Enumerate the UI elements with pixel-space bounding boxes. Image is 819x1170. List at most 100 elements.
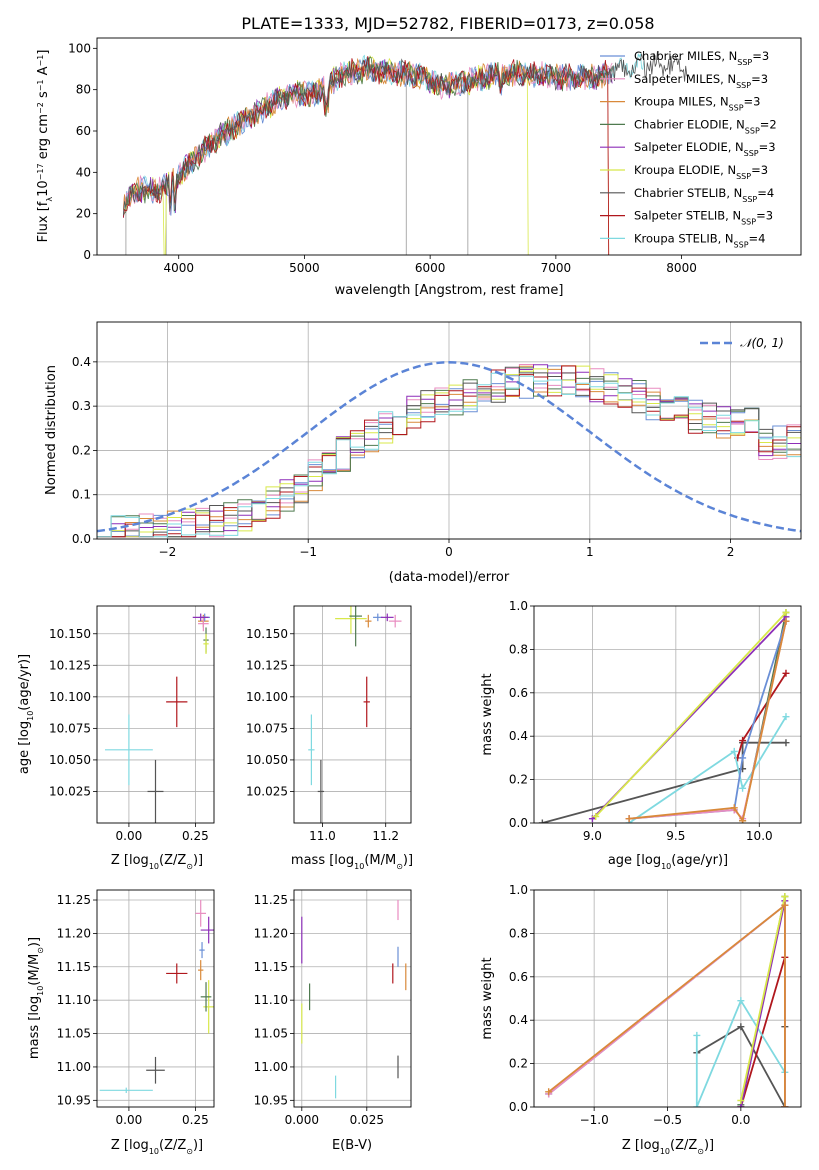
x-axis-label: Z [log10(Z/Z⊙)] <box>111 1138 203 1156</box>
weight-marker-kroupa-stelib <box>737 997 745 1005</box>
y-tick-label: 10.95 <box>254 1093 288 1107</box>
weight-marker-chabrier-stelib <box>782 739 790 747</box>
x-tick-label: 0.25 <box>182 829 209 843</box>
y-axis-label: age [log10(age/yr)] <box>17 654 35 774</box>
legend-label-salpeter-miles: Salpeter MILES, NSSP=3 <box>634 72 768 90</box>
legend-label-chabrier-miles: Chabrier MILES, NSSP=3 <box>634 49 769 67</box>
y-tick-label: 0.1 <box>72 488 91 502</box>
y-tick-label: 10.050 <box>49 753 91 767</box>
y-tick-label: 20 <box>76 207 91 221</box>
y-tick-label: 0.2 <box>509 1057 528 1071</box>
legend-label-kroupa-miles: Kroupa MILES, NSSP=3 <box>634 95 760 113</box>
x-axis-label: E(B-V) <box>332 1138 372 1153</box>
y-tick-label: 0.0 <box>72 532 91 546</box>
y-tick-label: 10.075 <box>246 721 288 735</box>
x-tick-label: 9.5 <box>666 829 685 843</box>
weight-vs-metallicity-panel: −1.0 −0.5 0.0 0.0 0.2 0.4 0.6 0.8 1.0 Z [log10(Z/… <box>480 883 802 1156</box>
weight-line-salpeter-stelib <box>740 957 786 1107</box>
x-tick-label: 0.000 <box>285 1113 319 1127</box>
weight-marker-salpeter-stelib <box>782 669 790 677</box>
x-axis-label: age [log10(age/yr)] <box>608 853 728 871</box>
y-tick-label: 0.0 <box>509 1100 528 1114</box>
x-tick-label: 7000 <box>541 261 572 275</box>
y-tick-label: 1.0 <box>509 883 528 897</box>
x-tick-label: 6000 <box>415 261 446 275</box>
x-tick-label: 11.0 <box>309 829 336 843</box>
axes-frame <box>293 889 412 1108</box>
legend-label-kroupa-stelib: Kroupa STELIB, NSSP=4 <box>634 231 765 249</box>
y-axis-label: mass [log10(M/M⊙)] <box>27 937 45 1059</box>
y-tick-label: 80 <box>76 83 91 97</box>
y-tick-label: 0.0 <box>509 816 528 830</box>
weight-line-kroupa-miles <box>629 621 787 823</box>
x-axis-label: Z [log10(Z/Z⊙)] <box>111 853 203 871</box>
y-tick-label: 60 <box>76 124 91 138</box>
y-axis-label: mass weight <box>480 957 495 1039</box>
weight-marker-kroupa-miles <box>625 815 633 823</box>
plot-area <box>97 361 801 538</box>
y-tick-label: 11.05 <box>57 1027 91 1041</box>
spectrum-line-chabrier-stelib <box>123 51 688 216</box>
weight-marker-salpeter-elodie <box>737 1103 745 1107</box>
y-axis-label: Normed distribution <box>44 365 59 495</box>
x-tick-label: 0.025 <box>350 1113 384 1127</box>
weight-line-chabrier-miles <box>629 620 787 820</box>
histogram-step-salpeter-stelib <box>97 365 801 538</box>
y-tick-label: 11.15 <box>57 960 91 974</box>
weight-line-salpeter-stelib <box>736 672 787 759</box>
y-tick-label: 11.10 <box>254 993 288 1007</box>
y-tick-label: 0.3 <box>72 399 91 413</box>
spectrum-line-chabrier-elodie <box>123 56 613 216</box>
spectrum-panel: 4000 5000 6000 7000 8000 0 20 40 60 80 100 Chabrier… <box>36 37 802 298</box>
axes-frame <box>533 605 802 824</box>
y-tick-label: 10.125 <box>49 658 91 672</box>
plot-area <box>99 900 214 1093</box>
plot-area <box>123 51 688 255</box>
mass-vs-metallicity-panel: 0.00 0.25 10.95 11.00 11.05 11.10 11.15 11.20 11… <box>27 889 215 1156</box>
y-tick-label: 11.20 <box>254 926 288 940</box>
y-tick-label: 0.2 <box>509 773 528 787</box>
histogram-step-kroupa-elodie <box>97 365 801 538</box>
y-tick-label: 0.6 <box>509 970 528 984</box>
weight-line-kroupa-stelib <box>628 716 787 823</box>
legend-label-gaussian: 𝒩(0, 1) <box>740 336 784 350</box>
x-axis-label: mass [log10(M/M⊙)] <box>291 853 413 871</box>
y-tick-label: 10.025 <box>49 784 91 798</box>
y-tick-label: 0.8 <box>509 926 528 940</box>
axes-frame <box>96 605 215 824</box>
y-tick-label: 10.95 <box>57 1093 91 1107</box>
x-tick-label: −2 <box>159 545 177 559</box>
weight-line-chabrier-stelib <box>542 741 786 823</box>
plot-area <box>104 613 211 823</box>
x-tick-label: 4000 <box>163 261 194 275</box>
legend-label-salpeter-stelib: Salpeter STELIB, NSSP=3 <box>634 209 773 227</box>
x-tick-label: 0.0 <box>731 1113 750 1127</box>
weight-line-kroupa-stelib <box>695 998 786 1107</box>
weight-marker-kroupa-stelib <box>693 1103 701 1107</box>
y-tick-label: 11.25 <box>254 893 288 907</box>
weight-marker-kroupa-stelib <box>730 747 738 755</box>
x-tick-label: −1 <box>299 545 317 559</box>
weight-marker-kroupa-stelib <box>782 713 790 721</box>
weight-line-salpeter-miles <box>629 621 787 821</box>
x-tick-label: 10.0 <box>746 829 773 843</box>
x-tick-label: 0.00 <box>116 829 143 843</box>
weight-marker-kroupa-elodie <box>737 1096 745 1104</box>
y-tick-label: 11.25 <box>57 893 91 907</box>
plot-area <box>538 609 790 823</box>
weight-marker-chabrier-miles <box>739 754 747 762</box>
weight-marker-chabrier-stelib <box>538 819 546 823</box>
weight-marker-kroupa-miles <box>739 817 747 823</box>
weight-marker-salpeter-stelib <box>739 737 747 745</box>
weight-marker-kroupa-miles <box>781 901 789 909</box>
weight-marker-kroupa-elodie <box>782 609 790 617</box>
y-tick-label: 0.4 <box>72 355 91 369</box>
spectrum-line-salpeter-stelib <box>123 56 610 255</box>
histogram-step-kroupa-stelib <box>97 372 801 538</box>
y-tick-label: 0.2 <box>72 443 91 457</box>
weight-line-salpeter-elodie <box>740 900 786 1107</box>
y-tick-label: 0 <box>83 248 91 262</box>
y-tick-label: 10.075 <box>49 721 91 735</box>
mass-vs-extinction-panel: 0.000 0.025 10.95 11.00 11.05 11.10 11.15 11.20… <box>254 889 412 1153</box>
weight-marker-kroupa-stelib <box>693 1031 701 1039</box>
